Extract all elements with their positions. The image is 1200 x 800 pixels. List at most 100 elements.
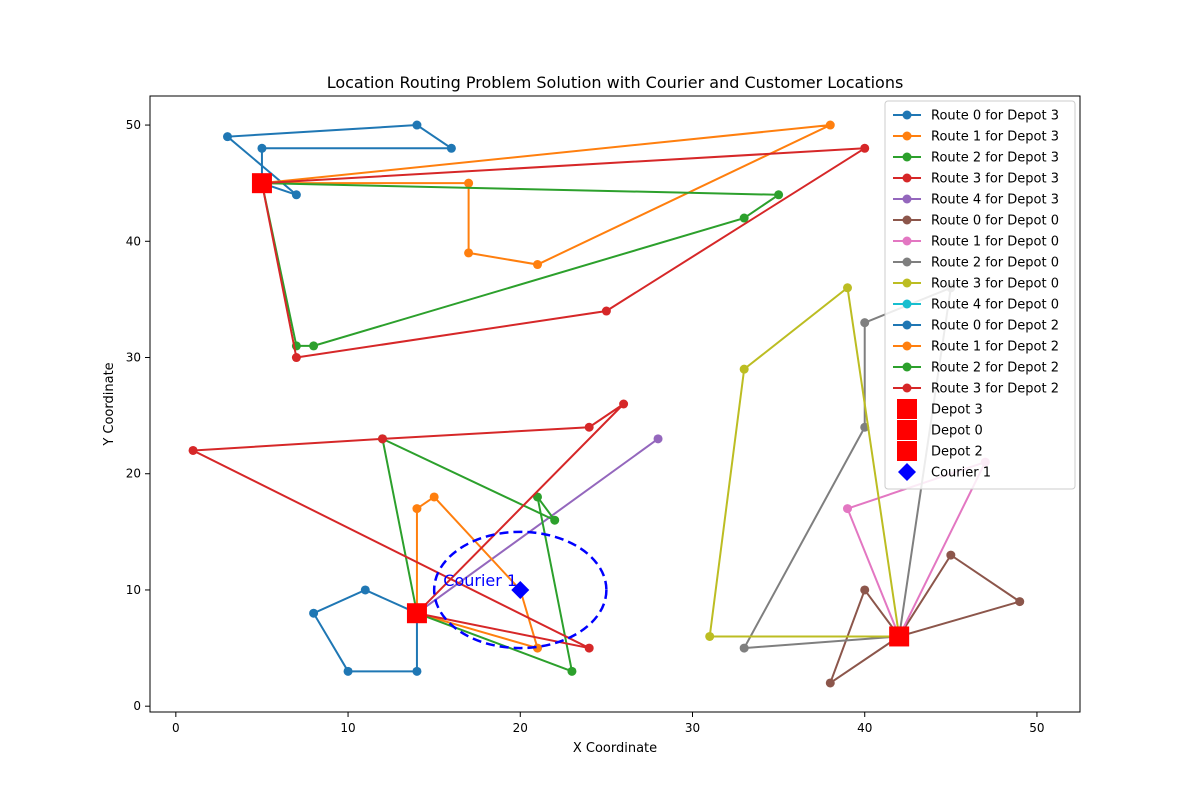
route-point (584, 422, 594, 432)
route-point (774, 190, 784, 200)
route-point (309, 608, 319, 618)
route-point (378, 434, 387, 444)
legend-marker (902, 320, 912, 330)
x-tick-label: 40 (857, 721, 872, 735)
route-line (312, 588, 418, 673)
legend-label: Route 0 for Depot 3 (931, 109, 1059, 124)
route-point (739, 213, 749, 223)
legend-label: Route 1 for Depot 0 (931, 235, 1059, 250)
route-line (261, 124, 831, 266)
legend-marker (897, 399, 917, 419)
y-tick-label: 10 (126, 583, 141, 597)
legend-label: Route 1 for Depot 3 (931, 130, 1059, 145)
legend-entry: Depot 0 (897, 420, 983, 440)
legend-marker (902, 299, 912, 309)
legend-entry: Route 0 for Depot 0 (893, 214, 1059, 229)
courier-label: Courier 1 (443, 571, 517, 590)
chart-title: Location Routing Problem Solution with C… (327, 73, 904, 92)
route-point (412, 120, 422, 130)
legend-label: Route 2 for Depot 2 (931, 361, 1059, 376)
route-point (860, 585, 870, 595)
legend-entry: Route 1 for Depot 0 (893, 235, 1059, 250)
route-point (291, 190, 301, 200)
route-point (360, 585, 370, 595)
route-point (257, 143, 267, 153)
route-point (223, 132, 232, 142)
x-tick-label: 10 (340, 721, 355, 735)
route-point (464, 178, 474, 188)
route-point (412, 666, 422, 676)
legend-entry: Route 1 for Depot 2 (893, 340, 1059, 355)
axes-frame (149, 95, 1081, 713)
legend-label: Route 2 for Depot 3 (931, 151, 1059, 166)
route-point (619, 399, 629, 409)
route-line (381, 437, 574, 673)
legend-entry: Route 0 for Depot 2 (893, 319, 1059, 334)
legend-marker (902, 278, 912, 288)
legend-label: Depot 0 (931, 424, 983, 439)
route-point (464, 248, 474, 258)
x-axis: 0 10 20 30 40 50 (172, 712, 1045, 735)
y-tick-label: 0 (133, 699, 141, 713)
legend-entry: Route 3 for Depot 3 (893, 172, 1059, 187)
depot-marker (406, 603, 427, 624)
legend-label: Courier 1 (931, 466, 991, 481)
route-point (825, 120, 835, 130)
legend: Route 0 for Depot 3 Route 1 for Depot 3 Ro… (884, 100, 1076, 490)
legend-label: Route 0 for Depot 0 (931, 214, 1059, 229)
x-tick-label: 0 (172, 721, 180, 735)
route-line (260, 182, 782, 347)
route-point (550, 515, 560, 525)
y-axis-label: Y Coordinate (102, 362, 117, 446)
route-point (705, 631, 715, 641)
legend-label: Depot 3 (931, 403, 983, 418)
x-tick-label: 50 (1029, 721, 1044, 735)
legend-entry: Route 2 for Depot 3 (893, 151, 1059, 166)
route-point (584, 643, 594, 653)
plot-area: Courier 1 (188, 120, 1025, 688)
route-point (446, 143, 456, 153)
courier-marker (511, 580, 530, 599)
legend-marker (897, 441, 917, 461)
legend-label: Route 2 for Depot 0 (931, 256, 1059, 271)
legend-label: Route 1 for Depot 2 (931, 340, 1059, 355)
y-axis: 0 10 20 30 40 50 (126, 118, 150, 713)
legend-entry: Route 2 for Depot 0 (893, 256, 1059, 271)
x-tick-label: 30 (685, 721, 700, 735)
legend-marker (898, 463, 916, 481)
y-tick-label: 20 (126, 467, 141, 481)
legend-marker (902, 173, 912, 183)
depot-marker (889, 626, 910, 647)
legend-entry: Route 4 for Depot 3 (893, 193, 1059, 208)
legend-marker (897, 420, 917, 440)
courier-radius-circle (432, 530, 608, 650)
legend-box (884, 100, 1076, 490)
legend-marker (902, 383, 912, 393)
y-tick-label: 50 (126, 118, 141, 132)
legend-marker (902, 362, 912, 372)
route-point (291, 353, 301, 363)
route-point (567, 666, 577, 676)
x-tick-label: 20 (513, 721, 528, 735)
route-point (739, 364, 749, 374)
legend-entry: Route 1 for Depot 3 (893, 130, 1059, 145)
legend-entry: Depot 3 (897, 399, 983, 419)
legend-entry: Route 0 for Depot 3 (893, 109, 1059, 124)
route-point (188, 445, 198, 455)
route-point (825, 678, 835, 688)
route-point (412, 504, 422, 514)
route-point (739, 643, 749, 653)
route-point (601, 306, 611, 316)
legend-marker (902, 341, 912, 351)
legend-label: Route 3 for Depot 0 (931, 277, 1059, 292)
legend-entry: Depot 2 (897, 441, 983, 461)
route-point (946, 550, 956, 560)
legend-entry: Route 4 for Depot 0 (893, 298, 1059, 313)
route-point (343, 666, 353, 676)
legend-label: Route 4 for Depot 3 (931, 193, 1059, 208)
legend-label: Route 3 for Depot 2 (931, 382, 1059, 397)
legend-entry: Courier 1 (898, 463, 991, 481)
legend-entry: Route 2 for Depot 2 (893, 361, 1059, 376)
legend-marker (902, 215, 912, 225)
